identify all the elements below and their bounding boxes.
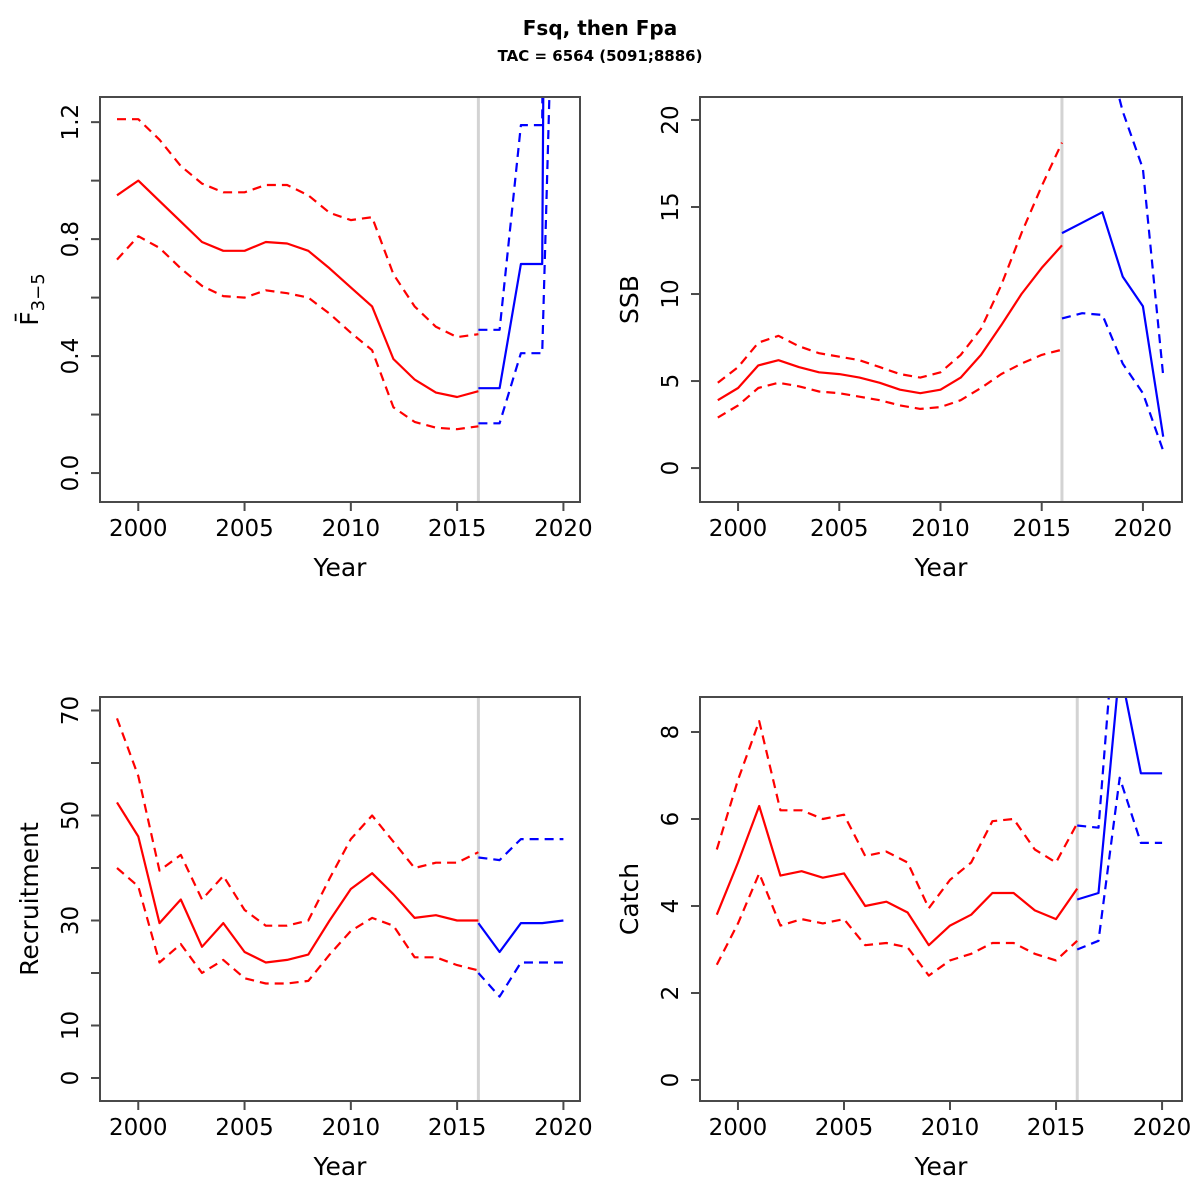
- ssb-historical-lower-ci-line: [717, 348, 1063, 419]
- catch-projection-lower-ci-line: [1076, 776, 1163, 951]
- ssb-historical-upper-ci-line: [717, 142, 1063, 384]
- ssb-y-tick-label: 5: [658, 374, 684, 389]
- fbar-historical-lower-ci-line: [116, 235, 479, 431]
- fbar-y-axis-label: F̄3−5: [14, 273, 49, 325]
- fbar-historical-median-line: [116, 179, 479, 399]
- fbar-projection-median-line: [478, 97, 545, 390]
- fbar-x-tick-label: 2010: [322, 516, 381, 542]
- fbar-x-axis-label: Year: [313, 553, 368, 582]
- figure-subtitle: TAC = 6564 (5091;8886): [497, 47, 703, 65]
- recruitment-plot-box: [99, 696, 581, 1102]
- catch-x-tick-label: 2015: [1027, 1115, 1086, 1141]
- ssb-x-axis-label: Year: [914, 553, 969, 582]
- ssb-x-tick-label: 2005: [810, 516, 869, 542]
- catch-x-tick-label: 2010: [921, 1115, 980, 1141]
- catch-x-axis-label: Year: [914, 1152, 969, 1181]
- recruitment-projection-median-line: [477, 919, 564, 954]
- recruitment-x-tick-label: 2000: [109, 1115, 168, 1141]
- recruitment-x-tick-label: 2005: [215, 1115, 274, 1141]
- fbar-y-tick-label: 1.2: [58, 104, 84, 141]
- ssb-projection-median-line: [1061, 211, 1165, 437]
- catch-y-tick-label: 6: [658, 812, 684, 827]
- ssb-x-tick-label: 2010: [911, 516, 970, 542]
- recruitment-y-axis-label: Recruitment: [15, 822, 44, 976]
- fbar-y-tick-label: 0.8: [58, 221, 84, 258]
- recruitment-x-tick-label: 2010: [322, 1115, 381, 1141]
- catch-x-tick-label: 2005: [815, 1115, 874, 1141]
- ssb-x-tick-label: 2020: [1114, 516, 1173, 542]
- fbar-x-tick-label: 2000: [109, 516, 168, 542]
- ssb-projection-upper-ci-line: [1117, 97, 1165, 376]
- ssb-y-tick-label: 20: [658, 105, 684, 134]
- recruitment-x-tick-label: 2020: [534, 1115, 593, 1141]
- catch-y-tick-label: 4: [658, 899, 684, 914]
- ssb-y-tick-label: 10: [658, 279, 684, 308]
- recruitment-y-tick-label: 0: [58, 1071, 84, 1086]
- recruitment-y-tick-label: 50: [58, 801, 84, 830]
- catch-y-axis-label: Catch: [615, 863, 644, 935]
- figure-title: Fsq, then Fpa: [522, 16, 678, 40]
- catch-projection-median-line: [1076, 697, 1163, 901]
- recruitment-historical-upper-ci-line: [115, 718, 479, 927]
- ssb-projection-lower-ci-line: [1061, 312, 1165, 452]
- ssb-historical-median-line: [717, 244, 1063, 402]
- ssb-plot-box: [699, 96, 1183, 503]
- fbar-historical-upper-ci-line: [117, 118, 479, 339]
- catch-x-tick-label: 2020: [1133, 1115, 1192, 1141]
- fbar-x-tick-label: 2005: [215, 516, 274, 542]
- fbar-projection-lower-ci-line: [478, 97, 551, 425]
- fbar-y-tick-label: 0.0: [58, 455, 84, 492]
- catch-projection-upper-ci-line: [1077, 697, 1110, 829]
- recruitment-x-tick-label: 2015: [428, 1115, 487, 1141]
- catch-y-tick-label: 8: [658, 725, 684, 740]
- catch-historical-upper-ci-line: [715, 720, 1079, 910]
- recruitment-x-axis-label: Year: [313, 1152, 368, 1181]
- fbar-projection-upper-ci-line: [478, 97, 544, 331]
- catch-y-tick-label: 0: [658, 1073, 684, 1088]
- ssb-x-tick-label: 2015: [1012, 516, 1071, 542]
- ssb-y-tick-label: 0: [658, 461, 684, 476]
- fbar-x-tick-label: 2020: [534, 516, 593, 542]
- catch-historical-lower-ci-line: [715, 872, 1078, 977]
- fbar-x-tick-label: 2015: [428, 516, 487, 542]
- recruitment-y-tick-label: 30: [58, 906, 84, 935]
- recruitment-historical-lower-ci-line: [116, 867, 479, 985]
- catch-y-tick-label: 2: [658, 986, 684, 1001]
- catch-historical-median-line: [715, 804, 1079, 947]
- catch-x-tick-label: 2000: [709, 1115, 768, 1141]
- recruitment-projection-lower-ci-line: [477, 961, 564, 998]
- fbar-y-tick-label: 0.4: [58, 338, 84, 375]
- ssb-y-axis-label: SSB: [615, 275, 644, 324]
- recruitment-historical-median-line: [116, 801, 479, 964]
- ssb-x-tick-label: 2000: [709, 516, 768, 542]
- ssb-y-tick-label: 15: [658, 192, 684, 221]
- recruitment-y-tick-label: 70: [58, 696, 84, 725]
- recruitment-projection-upper-ci-line: [478, 838, 564, 862]
- fbar-plot-box: [99, 96, 581, 503]
- recruitment-y-tick-label: 10: [58, 1011, 84, 1040]
- catch-plot-box: [699, 696, 1183, 1102]
